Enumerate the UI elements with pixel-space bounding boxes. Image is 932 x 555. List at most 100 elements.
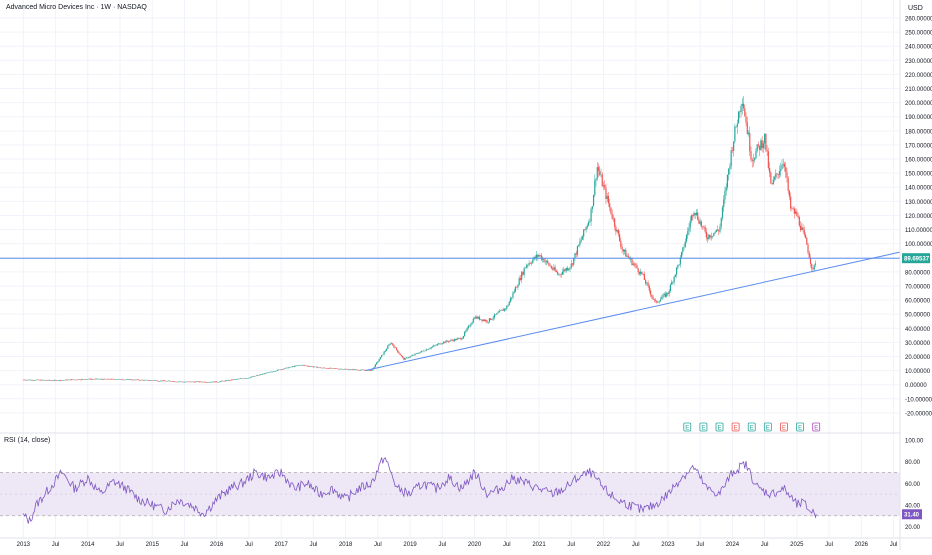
candle-body: [248, 377, 250, 379]
candle-body: [561, 271, 564, 275]
candle-body: [585, 226, 587, 230]
candle-body: [495, 314, 497, 315]
price-tick-label: 20.00000: [905, 355, 931, 361]
candle-body: [692, 215, 694, 217]
candle-body: [653, 299, 655, 301]
candle-body: [547, 260, 549, 263]
candle-body: [157, 381, 160, 382]
candle-body: [395, 347, 398, 350]
candle-body: [702, 226, 704, 227]
candle-body: [197, 381, 199, 383]
candle-body: [807, 244, 809, 253]
rsi-tick-label: 80.00: [905, 460, 921, 466]
candle-body: [206, 382, 208, 383]
candle-body: [289, 366, 291, 368]
candle-body: [729, 166, 731, 169]
candle-body: [589, 221, 591, 223]
candle-body: [498, 310, 500, 313]
candle-body: [568, 268, 570, 271]
candle-body: [283, 368, 285, 370]
price-tick-label: 130.00000: [905, 200, 932, 206]
candle-body: [540, 255, 543, 260]
candle-body: [576, 246, 579, 255]
candle-body: [757, 144, 760, 146]
candle-body: [524, 267, 526, 269]
candle-body: [138, 379, 140, 381]
candle-body: [72, 379, 74, 380]
candle-body: [588, 222, 590, 226]
candle-body: [285, 367, 287, 369]
candle-body: [290, 366, 292, 368]
candle-body: [301, 364, 303, 366]
candle-body: [625, 249, 627, 257]
candle-body: [549, 265, 551, 267]
candle-body: [485, 320, 487, 322]
candle-body: [770, 172, 772, 183]
candle-body: [322, 367, 324, 369]
candle-body: [214, 381, 217, 383]
candle-body: [481, 319, 483, 321]
candle-body: [708, 234, 710, 240]
candle-body: [110, 378, 112, 380]
candle-body: [172, 381, 174, 382]
earnings-marker: [715, 422, 724, 432]
candle-body: [654, 300, 657, 301]
time-tick-label: 2025: [790, 542, 804, 548]
candle-body: [305, 365, 307, 367]
candle-body: [335, 368, 337, 369]
candle-body: [266, 372, 269, 373]
candle-body: [407, 357, 409, 359]
candle-body: [777, 174, 779, 175]
candle-body: [612, 218, 614, 219]
candle-body: [522, 272, 524, 275]
earnings-marker: [763, 422, 772, 432]
time-tick-label: Jul: [116, 542, 124, 548]
candle-body: [730, 150, 732, 167]
candle-body: [434, 345, 436, 346]
candle-body: [744, 108, 746, 117]
candle-body: [413, 354, 415, 356]
candle-body: [311, 366, 313, 367]
time-tick-label: 2021: [532, 542, 546, 548]
candle-body: [393, 345, 395, 348]
candle-body: [813, 264, 815, 270]
candle-body: [149, 380, 151, 382]
candle-body: [759, 145, 761, 150]
candle-body: [307, 366, 310, 367]
candle-body: [164, 380, 166, 382]
candle-body: [429, 348, 431, 349]
candle-body: [428, 348, 430, 350]
candle-body: [497, 312, 499, 314]
candle-body: [537, 254, 539, 257]
earnings-marker-label: E: [798, 426, 802, 432]
time-tick-label: 2017: [275, 542, 289, 548]
candle-body: [790, 196, 792, 209]
candle-body: [280, 369, 282, 370]
candle-body: [25, 379, 27, 381]
candle-body: [424, 350, 426, 352]
price-tick-label: 0.00000: [905, 383, 927, 389]
candle-body: [397, 349, 399, 353]
candle-body: [100, 378, 103, 380]
candle-body: [387, 345, 389, 349]
candle-body: [545, 260, 548, 262]
candle-body: [599, 171, 601, 175]
candle-body: [645, 279, 647, 284]
currency-label: USD: [908, 5, 923, 12]
candle-body: [263, 373, 265, 375]
candle-body: [482, 319, 484, 321]
candle-body: [135, 379, 137, 381]
candle-body: [61, 380, 63, 381]
candle-body: [193, 381, 196, 383]
candle-body: [661, 297, 663, 300]
candle-body: [414, 353, 416, 356]
earnings-marker: [683, 422, 692, 432]
price-tick-label: -20.00000: [905, 411, 932, 417]
candle-body: [228, 379, 230, 381]
candle-body: [102, 379, 104, 380]
candle-body: [578, 244, 580, 247]
candle-body: [606, 196, 608, 199]
earnings-marker-label: E: [782, 426, 786, 432]
candle-body: [586, 225, 588, 227]
